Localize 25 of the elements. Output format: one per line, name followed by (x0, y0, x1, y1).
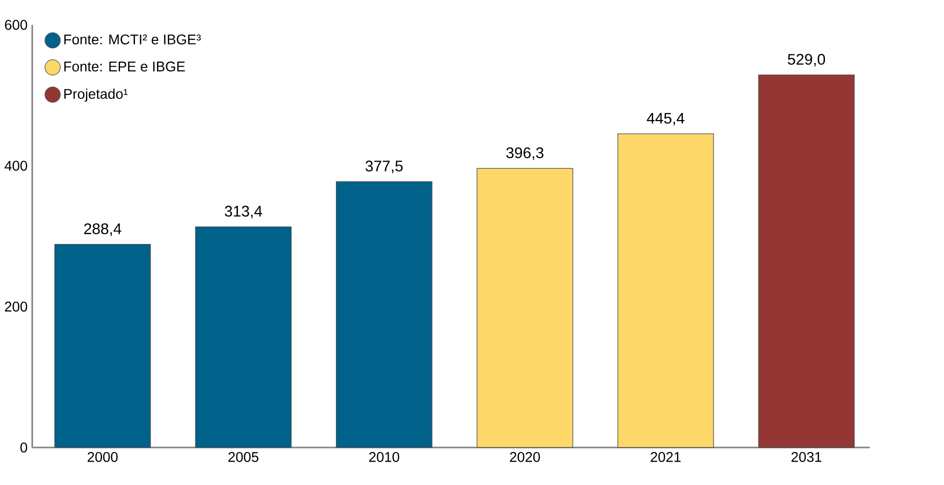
bar (617, 134, 714, 448)
y-tick-label: 200 (4, 302, 28, 312)
legend-label: Fonte: MCTI² e IBGE³ (64, 34, 201, 45)
legend-label: Fonte: EPE e IBGE (64, 62, 185, 72)
x-tick-label: 2021 (650, 452, 681, 462)
bar (476, 168, 574, 448)
data-label: 445,4 (646, 113, 684, 126)
legend-label: Projetado¹ (64, 88, 128, 102)
data-label: 377,5 (366, 160, 403, 174)
data-label: 529,0 (788, 54, 826, 67)
x-tick-label: 2020 (510, 452, 540, 462)
y-tick-label: 600 (4, 20, 28, 30)
x-tick-label: 2005 (228, 452, 258, 462)
x-tick-label: 2010 (369, 452, 400, 462)
bar (54, 244, 151, 448)
bar (758, 74, 855, 448)
data-label: 288,4 (84, 224, 122, 236)
bar (195, 226, 292, 448)
data-label: 396,3 (506, 148, 544, 160)
bar (336, 182, 432, 448)
data-label: 313,4 (224, 206, 262, 219)
y-tick-label: 0 (20, 442, 28, 453)
y-tick-label: 400 (4, 161, 28, 171)
x-tick-label: 2031 (792, 452, 822, 462)
x-tick-label: 2000 (88, 452, 118, 462)
